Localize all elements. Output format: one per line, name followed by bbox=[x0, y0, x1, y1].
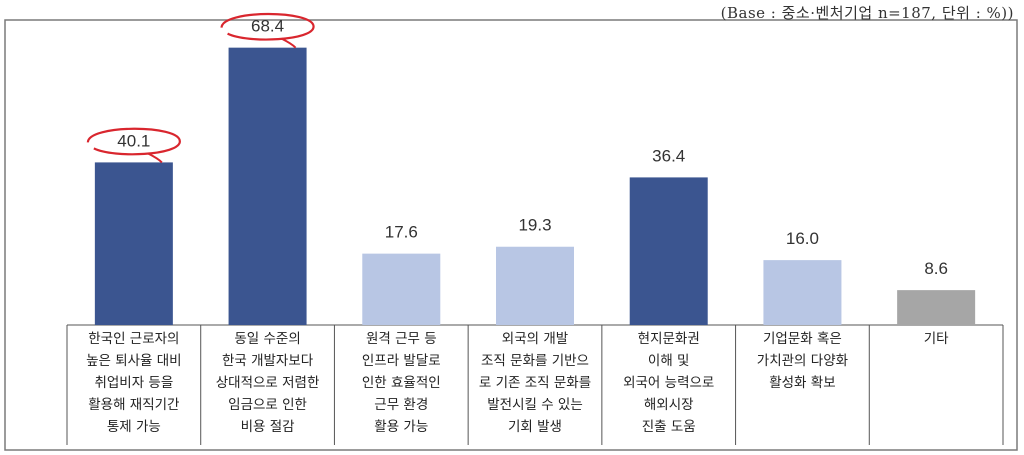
category-label: 근무 환경 bbox=[374, 397, 428, 413]
base-note: (Base : 중소·벤처기업 n=187, 단위 : %)) bbox=[720, 4, 1014, 22]
value-label: 68.4 bbox=[251, 17, 284, 36]
category-label: 상대적으로 저렴한 bbox=[216, 375, 320, 391]
bar bbox=[94, 162, 173, 325]
category-label: 비용 절감 bbox=[241, 419, 295, 435]
bar bbox=[763, 260, 842, 325]
category-label: 조직 문화를 기반으 bbox=[481, 353, 589, 369]
category-label: 외국어 능력으로 bbox=[623, 375, 714, 391]
value-label: 17.6 bbox=[385, 223, 418, 242]
category-label: 인한 효율적인 bbox=[362, 375, 441, 391]
category-label: 임금으로 인한 bbox=[228, 397, 307, 413]
bar bbox=[362, 253, 441, 325]
category-label: 인프라 발달로 bbox=[362, 353, 441, 369]
category-label: 한국 개발자보다 bbox=[222, 353, 314, 369]
category-label: 외국의 개발 bbox=[502, 331, 568, 347]
highlight-ellipse bbox=[86, 127, 181, 164]
category-label: 취업비자 등을 bbox=[94, 375, 173, 391]
category-label: 현지문화권 bbox=[638, 331, 700, 347]
bar bbox=[228, 47, 307, 326]
category-label: 높은 퇴사율 대비 bbox=[86, 353, 182, 369]
category-label: 가치관의 다양화 bbox=[757, 353, 848, 369]
category-label: 로 기존 조직 문화를 bbox=[479, 375, 591, 391]
bar bbox=[496, 246, 574, 325]
category-label: 기업문화 혹은 bbox=[763, 331, 842, 347]
category-label: 활용해 재직기간 bbox=[88, 397, 179, 413]
highlight-ellipse bbox=[220, 12, 315, 49]
category-label: 기회 발생 bbox=[508, 419, 562, 435]
value-label: 16.0 bbox=[786, 229, 819, 248]
value-label: 36.4 bbox=[652, 146, 685, 165]
category-label: 한국인 근로자의 bbox=[88, 331, 179, 347]
bar bbox=[629, 177, 708, 325]
category-label: 이해 및 bbox=[648, 353, 690, 369]
bar bbox=[897, 290, 976, 325]
category-label: 동일 수준의 bbox=[234, 331, 300, 347]
category-label: 원격 근무 등 bbox=[366, 331, 437, 347]
value-label: 40.1 bbox=[117, 131, 150, 150]
category-label: 해외시장 bbox=[644, 397, 694, 413]
category-label: 기타 bbox=[924, 331, 949, 347]
category-label: 활용 가능 bbox=[374, 419, 428, 435]
category-label: 활성화 확보 bbox=[769, 375, 835, 391]
value-label: 19.3 bbox=[518, 216, 551, 235]
category-label: 진출 도움 bbox=[642, 419, 696, 435]
value-label: 8.6 bbox=[924, 259, 948, 278]
category-label: 발전시킬 수 있는 bbox=[487, 397, 583, 413]
category-label: 통제 가능 bbox=[107, 419, 161, 435]
